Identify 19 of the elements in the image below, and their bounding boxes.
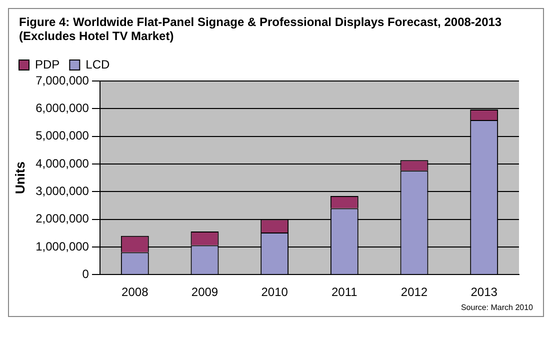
chart-title: Figure 4: Worldwide Flat-Panel Signage & Professional Displays Forecast, 2008-2013 (Excludes Hotel TV Market) (18, 14, 503, 43)
legend-label: LCD (86, 57, 110, 72)
x-tick-label: 2013 (470, 285, 498, 300)
y-tick-label: 1,000,000 (36, 239, 90, 254)
y-tick-label: 7,000,000 (36, 73, 90, 88)
x-tick-label: 2012 (400, 285, 428, 300)
y-tick-label: 2,000,000 (36, 212, 90, 226)
y-tick-label: 5,000,000 (36, 128, 90, 143)
y-tick-label: 4,000,000 (36, 156, 90, 170)
x-tick-label: 2009 (191, 285, 218, 300)
y-tick-label: 6,000,000 (36, 100, 90, 115)
y-tick-label: 3,000,000 (36, 184, 90, 198)
legend-label: PDP (35, 57, 60, 72)
x-tick-label: 2008 (122, 285, 149, 300)
source-note: Source: March 2010 (460, 303, 534, 314)
y-tick-label: 0 (82, 266, 90, 281)
x-tick-label: 2010 (261, 285, 288, 300)
x-tick-label: 2011 (332, 285, 358, 300)
y-axis-title: Units (12, 162, 28, 194)
